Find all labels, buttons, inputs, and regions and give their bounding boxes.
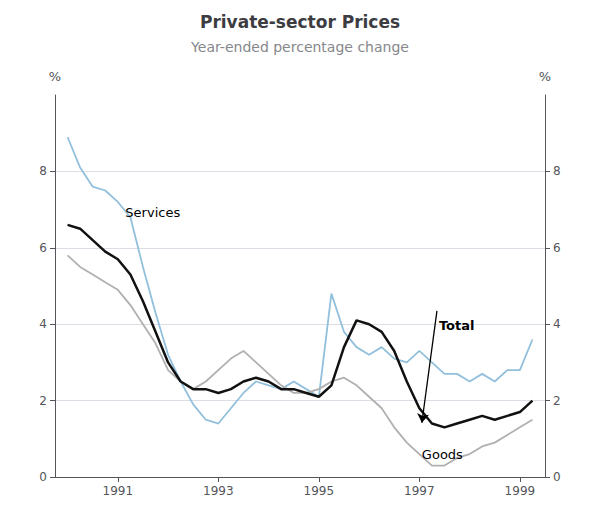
svg-text:6: 6 (553, 241, 561, 255)
svg-text:4: 4 (553, 317, 561, 331)
svg-text:Private-sector Prices: Private-sector Prices (200, 12, 400, 32)
svg-text:Goods: Goods (422, 447, 463, 462)
svg-text:Services: Services (125, 205, 180, 220)
svg-text:2: 2 (39, 394, 47, 408)
svg-text:1991: 1991 (103, 484, 134, 498)
svg-text:1999: 1999 (505, 484, 536, 498)
svg-text:1993: 1993 (203, 484, 234, 498)
svg-text:1995: 1995 (304, 484, 335, 498)
svg-text:8: 8 (39, 164, 47, 178)
svg-text:1997: 1997 (404, 484, 435, 498)
svg-text:%: % (49, 69, 61, 84)
svg-text:4: 4 (39, 317, 47, 331)
svg-text:8: 8 (553, 164, 561, 178)
svg-text:6: 6 (39, 241, 47, 255)
svg-text:2: 2 (553, 394, 561, 408)
svg-text:0: 0 (553, 470, 561, 484)
svg-text:%: % (539, 69, 551, 84)
svg-text:0: 0 (39, 470, 47, 484)
svg-text:Total: Total (439, 318, 475, 333)
svg-text:Year-ended percentage change: Year-ended percentage change (190, 39, 409, 55)
